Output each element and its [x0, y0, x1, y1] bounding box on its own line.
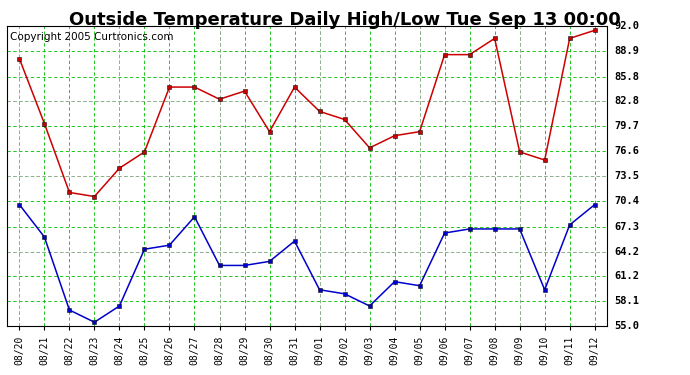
- Text: 61.2: 61.2: [614, 271, 639, 281]
- Text: 92.0: 92.0: [614, 21, 639, 31]
- Text: 70.4: 70.4: [614, 196, 639, 206]
- Text: 88.9: 88.9: [614, 46, 639, 56]
- Text: 67.3: 67.3: [614, 222, 639, 231]
- Text: 79.7: 79.7: [614, 121, 639, 131]
- Text: 73.5: 73.5: [614, 171, 639, 181]
- Text: 58.1: 58.1: [614, 296, 639, 306]
- Text: 64.2: 64.2: [614, 247, 639, 256]
- Text: Copyright 2005 Curtronics.com: Copyright 2005 Curtronics.com: [10, 32, 173, 42]
- Text: 82.8: 82.8: [614, 96, 639, 106]
- Text: 76.6: 76.6: [614, 146, 639, 156]
- Text: 85.8: 85.8: [614, 72, 639, 81]
- Text: Outside Temperature Daily High/Low Tue Sep 13 00:00: Outside Temperature Daily High/Low Tue S…: [69, 11, 621, 29]
- Text: 55.0: 55.0: [614, 321, 639, 331]
